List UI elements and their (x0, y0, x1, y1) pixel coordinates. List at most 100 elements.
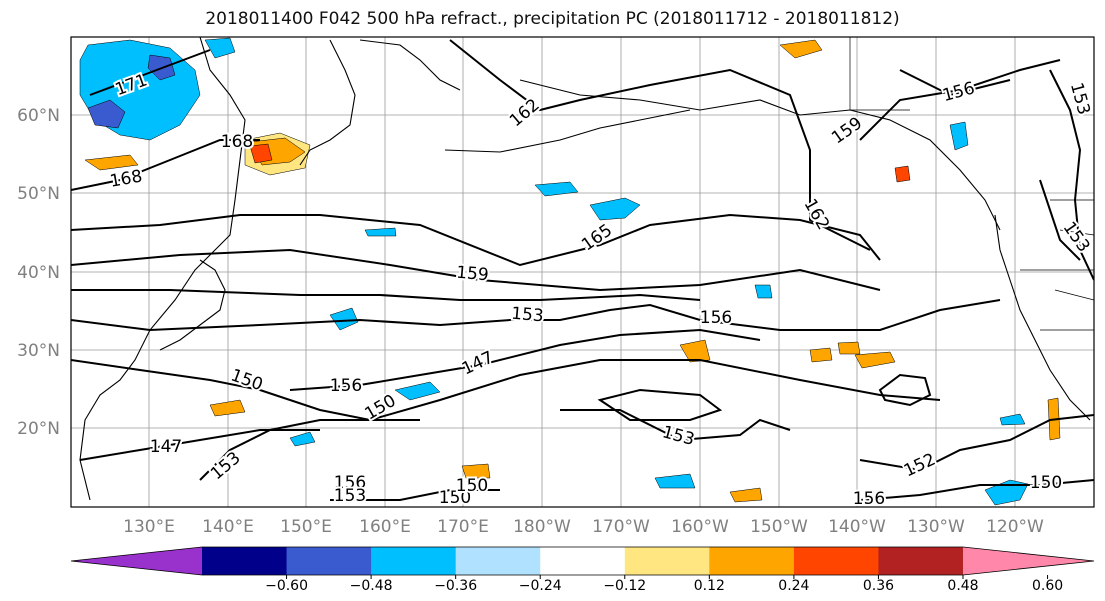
precip-blob (249, 143, 273, 164)
colorbar-segment (793, 547, 879, 575)
contour-150b (859, 479, 1094, 501)
precip-blob (84, 154, 139, 171)
precip-blob (364, 227, 397, 237)
colorbar-tick-label: −0.60 (265, 578, 308, 594)
colorbar-tick-label: 0.36 (863, 578, 894, 594)
precip-blob (329, 307, 359, 331)
precip-blob (679, 339, 711, 363)
contour-156c (289, 328, 761, 391)
contour-ring-1 (878, 373, 932, 407)
coastline-siberia (359, 39, 461, 91)
longitude-label: 140°E (202, 517, 254, 537)
border-us-states (1050, 199, 1094, 301)
latitude-label: 50°N (17, 184, 60, 204)
precip-blob (534, 181, 579, 197)
precip-blob (999, 413, 1026, 426)
contour-value-label: 147 (150, 437, 182, 457)
coastline-alaska (519, 79, 1001, 231)
colorbar-tick-label: 0.60 (1032, 578, 1063, 594)
colorbar-segment (455, 547, 541, 575)
coastline-na-west (994, 214, 1091, 421)
contour-value-label: 156 (330, 376, 362, 396)
contour-value-label: 156 (853, 489, 885, 509)
colorbar-segment (878, 547, 964, 575)
latitude-label: 60°N (17, 106, 60, 126)
precip-blob (779, 39, 823, 59)
precip-blob (754, 284, 773, 299)
contour-153c (859, 414, 1094, 472)
colorbar-tick-label: 0.24 (778, 578, 809, 594)
precip-blob (461, 463, 491, 479)
precip-blob (894, 165, 911, 183)
height-contours (71, 39, 1094, 501)
colorbar-segment (709, 547, 795, 575)
colorbar-tick-labels: −0.60 −0.48 −0.36 −0.24 −0.12 0.12 0.24 0.36 0.4… (265, 575, 1063, 594)
coastline-aleutians (444, 109, 691, 153)
contour-value-label: 168 (221, 132, 253, 152)
contour-value-label: 150 (1030, 473, 1062, 493)
contour-ring-2 (597, 388, 723, 421)
contour-150a (71, 359, 941, 422)
colorbar-segment (286, 547, 372, 575)
precip-blob (209, 399, 246, 417)
contour-153a (71, 299, 1001, 332)
precip-blob (837, 341, 861, 355)
colorbar-segment (371, 547, 457, 575)
latitude-label: 40°N (17, 263, 60, 283)
colorbar-max-extend (963, 547, 1094, 575)
borders (849, 37, 1094, 331)
colorbar-segment (540, 547, 626, 575)
colorbar-segment (202, 547, 288, 575)
contour-value-label: 150 (439, 488, 471, 508)
contour-value-label: 156 (334, 473, 366, 493)
colorbar-min-extend (71, 547, 202, 575)
contour-156a (71, 289, 701, 301)
contour-159b (859, 59, 1061, 141)
colorbar-tick-label: 0.12 (694, 578, 725, 594)
latitude-label: 20°N (17, 419, 60, 439)
longitude-label: 170°W (592, 517, 650, 537)
contour-value-label: 159 (455, 263, 489, 286)
colorbar-tick-label: −0.24 (519, 578, 562, 594)
coastline-kamchatka (299, 39, 356, 166)
precip-blob (809, 347, 833, 363)
contour-150c (330, 489, 500, 501)
contour-right (1049, 69, 1094, 281)
contour-171 (89, 49, 211, 96)
latitude-label: 30°N (17, 341, 60, 361)
precip-blob (289, 431, 316, 447)
precip-blob (394, 381, 441, 401)
map-title: 2018011400 F042 500 hPa refract., precip… (205, 9, 900, 29)
colorbar-tick-label: −0.12 (603, 578, 646, 594)
coastline-asia (79, 37, 246, 501)
longitude-label: 180°W (513, 517, 571, 537)
coastline-japan (159, 259, 226, 351)
precip-blob (854, 351, 896, 369)
longitude-label: 130°W (907, 517, 965, 537)
precip-orange-areas (84, 39, 1061, 503)
contour-159 (71, 248, 881, 292)
longitude-label: 130°E (123, 517, 175, 537)
precip-blob (87, 99, 126, 129)
longitude-label: 170°E (437, 517, 489, 537)
colorbar-tick-label: 0.48 (947, 578, 978, 594)
precip-blob (589, 197, 641, 221)
contour-153b (199, 419, 420, 481)
contour-147 (79, 429, 320, 461)
contour-162 (449, 39, 871, 251)
colorbar (70, 546, 1095, 576)
gridlines (71, 37, 1094, 507)
precip-blob (204, 37, 236, 59)
precip-blob (654, 473, 696, 489)
precip-blob (949, 121, 969, 151)
contour-165 (71, 213, 881, 267)
precip-blue-areas (79, 37, 1029, 506)
longitude-label: 160°W (671, 517, 729, 537)
latitude-labels: 60°N 50°N 40°N 30°N 20°N (17, 106, 60, 439)
contour-value-label: 153 (510, 304, 544, 327)
longitude-label: 160°E (359, 517, 411, 537)
coastlines (79, 37, 1091, 501)
contour-right2 (1039, 179, 1081, 261)
map-frame (70, 36, 1095, 508)
